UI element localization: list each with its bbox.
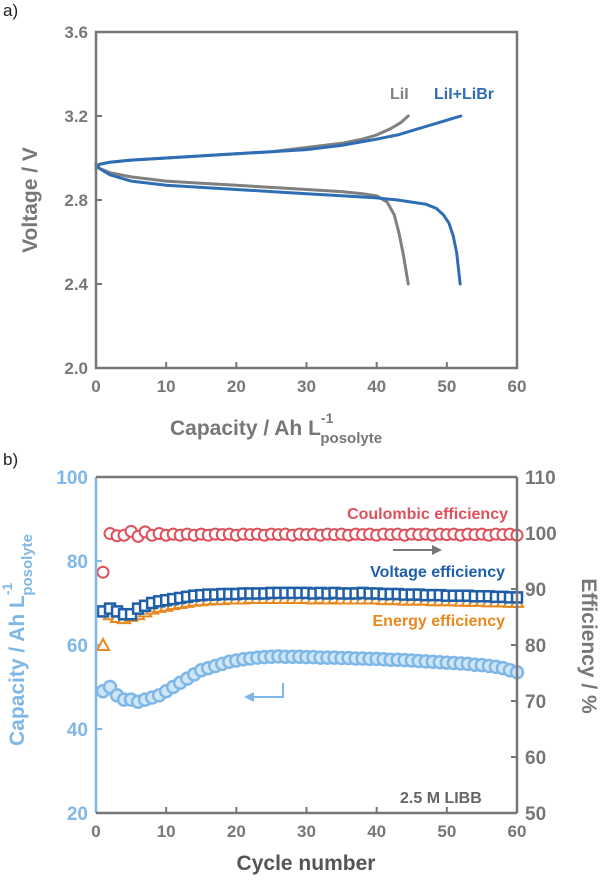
panel-a-x-tick-label: 50	[437, 377, 456, 396]
coulombic-data-point	[96, 565, 110, 579]
panel-a-x-axis-title: Capacity / Ah L-1 posolyte	[170, 410, 382, 447]
panel-a-x-tick-label: 30	[297, 377, 316, 396]
panel-b-left-tick-label: 60	[67, 636, 88, 657]
panel-b-right-tick-label: 60	[525, 748, 546, 769]
panel-a-x-tick-label: 60	[508, 377, 527, 396]
panel-a-ticks: 0 10 20 30 40 50 60 2.0 2.4 2.8 3.2 3.6	[64, 23, 526, 396]
panel-a-x-tick-label: 10	[157, 377, 176, 396]
legend-voltage: Voltage efficiency	[370, 564, 505, 581]
panel-b-right-tick-label: 80	[525, 636, 546, 657]
annotation-electrolyte: 2.5 M LIBB	[400, 790, 482, 807]
panel-b-x-tick-label: 10	[157, 822, 176, 841]
panel-a-y-tick-label: 3.6	[64, 23, 88, 42]
panel-label-a: a)	[3, 1, 18, 20]
panel-b-x-tick-label: 30	[297, 822, 316, 841]
panel-b-left-tick-label: 20	[67, 804, 88, 825]
panel-b-right-y-axis-title: Efficiency / %	[577, 578, 600, 714]
panel-b-x-axis-title: Cycle number	[237, 852, 376, 875]
panel-b-marks	[95, 524, 525, 709]
panel-a-chart: 0 10 20 30 40 50 60 2.0 2.4 2.8 3.2 3.6 LiI LiI+LiB…	[19, 23, 526, 447]
panel-b-right-tick-label: 100	[525, 524, 557, 545]
lil-discharge-curve	[94, 162, 410, 286]
panel-a-y-tick-label: 2.4	[64, 275, 88, 294]
panel-a-frame	[94, 30, 519, 370]
panel-a-y-tick-label: 3.2	[64, 107, 88, 126]
panel-a-y-axis-title: Voltage / V	[19, 147, 42, 253]
lil-libr-charge-curve	[94, 114, 463, 168]
energy-data-point	[95, 636, 111, 651]
panel-b-chart: 0 10 20 30 40 50 60204060801005060708090100110…	[0, 468, 600, 875]
panel-b-right-tick-label: 110	[525, 468, 556, 489]
arrow-left-to-capacity	[244, 683, 284, 702]
panel-b-left-tick-label: 80	[67, 552, 88, 573]
panel-b-right-tick-label: 50	[525, 804, 546, 825]
legend-lil-libr: LiI+LiBr	[434, 86, 494, 103]
lil-libr-discharge-curve	[94, 162, 462, 286]
panel-a-x-tick-label: 20	[227, 377, 246, 396]
arrow-right-to-efficiency	[393, 545, 442, 555]
panel-a-x-tick-label: 0	[91, 377, 100, 396]
panel-b-x-tick-label: 40	[367, 822, 386, 841]
panel-b-x-tick-label: 50	[437, 822, 456, 841]
panel-b-x-tick-label: 20	[227, 822, 246, 841]
panel-b-right-tick-label: 90	[525, 580, 546, 601]
panel-b-right-tick-label: 70	[525, 692, 546, 713]
panel-b-left-tick-label: 100	[56, 468, 88, 489]
panel-b-left-y-axis-title: Capacity / Ah L-1 posolyte	[0, 534, 36, 746]
panel-label-b: b)	[3, 450, 18, 469]
legend-coulombic: Coulombic efficiency	[347, 506, 508, 523]
panel-a-x-tick-label: 40	[367, 377, 386, 396]
panel-b-x-tick-label: 60	[508, 822, 527, 841]
legend-lil: LiI	[390, 86, 409, 103]
panel-b-x-tick-label: 0	[91, 822, 100, 841]
panel-a-lines	[94, 114, 463, 286]
panel-b-left-tick-label: 40	[67, 720, 88, 741]
panel-a-y-tick-label: 2.8	[64, 191, 88, 210]
panel-a-y-tick-label: 2.0	[64, 359, 88, 378]
legend-energy: Energy efficiency	[373, 613, 506, 630]
